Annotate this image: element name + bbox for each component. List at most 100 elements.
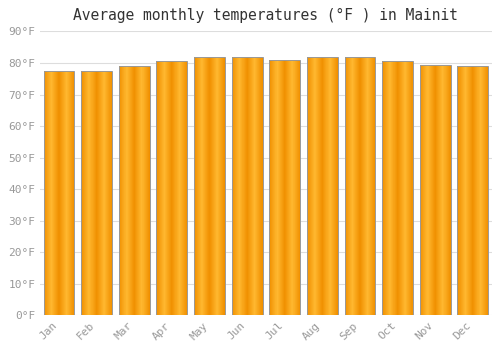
Bar	[428, 65, 429, 315]
Bar	[406, 62, 407, 315]
Bar	[435, 65, 436, 315]
Bar	[325, 57, 326, 315]
Bar	[290, 60, 291, 315]
Bar	[467, 66, 468, 315]
Bar	[223, 57, 224, 315]
Bar	[335, 57, 336, 315]
Bar	[181, 62, 182, 315]
Bar	[288, 60, 289, 315]
Bar	[70, 71, 71, 315]
Bar	[180, 62, 181, 315]
Bar	[479, 66, 480, 315]
Bar	[209, 57, 210, 315]
Bar	[121, 66, 122, 315]
Bar	[371, 57, 372, 315]
Bar	[459, 66, 460, 315]
Bar	[312, 57, 313, 315]
Bar	[253, 57, 254, 315]
Bar	[56, 71, 57, 315]
Bar	[124, 66, 125, 315]
Bar	[170, 62, 171, 315]
Bar	[291, 60, 292, 315]
Bar	[173, 62, 174, 315]
Bar	[403, 62, 404, 315]
Bar	[366, 57, 367, 315]
Bar	[365, 57, 366, 315]
Bar	[432, 65, 433, 315]
Bar	[352, 57, 353, 315]
Bar	[84, 71, 85, 315]
Bar	[400, 62, 401, 315]
Bar	[240, 57, 241, 315]
Bar	[238, 57, 239, 315]
Bar	[46, 71, 47, 315]
Bar	[246, 57, 247, 315]
Bar	[282, 60, 283, 315]
Bar	[96, 71, 97, 315]
Bar	[316, 57, 317, 315]
Bar	[422, 65, 423, 315]
Bar	[94, 71, 95, 315]
Bar	[61, 71, 62, 315]
Bar	[72, 71, 73, 315]
Bar	[65, 71, 66, 315]
Bar	[174, 62, 175, 315]
Bar	[337, 57, 338, 315]
Bar	[322, 57, 323, 315]
Bar	[448, 65, 449, 315]
Bar	[434, 65, 435, 315]
Bar	[323, 57, 324, 315]
Bar	[286, 60, 287, 315]
Bar	[462, 66, 463, 315]
Bar	[284, 60, 286, 315]
Bar	[69, 71, 70, 315]
Bar	[431, 65, 432, 315]
Bar	[328, 57, 329, 315]
Bar	[445, 65, 446, 315]
Bar	[81, 71, 112, 315]
Bar	[92, 71, 93, 315]
Bar	[194, 57, 195, 315]
Bar	[474, 66, 475, 315]
Bar	[433, 65, 434, 315]
Bar	[186, 62, 187, 315]
Bar	[320, 57, 321, 315]
Bar	[172, 62, 173, 315]
Bar	[198, 57, 199, 315]
Bar	[412, 62, 413, 315]
Bar	[348, 57, 349, 315]
Bar	[317, 57, 318, 315]
Bar	[104, 71, 105, 315]
Bar	[44, 71, 74, 315]
Bar	[259, 57, 260, 315]
Bar	[289, 60, 290, 315]
Bar	[364, 57, 365, 315]
Bar	[50, 71, 51, 315]
Bar	[382, 62, 383, 315]
Bar	[123, 66, 124, 315]
Bar	[234, 57, 235, 315]
Bar	[130, 66, 131, 315]
Bar	[374, 57, 375, 315]
Bar	[420, 65, 421, 315]
Bar	[319, 57, 320, 315]
Bar	[220, 57, 221, 315]
Bar	[368, 57, 369, 315]
Bar	[111, 71, 112, 315]
Bar	[256, 57, 257, 315]
Bar	[359, 57, 360, 315]
Bar	[178, 62, 179, 315]
Bar	[397, 62, 398, 315]
Bar	[311, 57, 312, 315]
Bar	[232, 57, 233, 315]
Bar	[383, 62, 384, 315]
Bar	[404, 62, 405, 315]
Bar	[168, 62, 169, 315]
Bar	[307, 57, 308, 315]
Bar	[208, 57, 209, 315]
Bar	[369, 57, 370, 315]
Bar	[308, 57, 309, 315]
Bar	[63, 71, 64, 315]
Bar	[196, 57, 197, 315]
Bar	[367, 57, 368, 315]
